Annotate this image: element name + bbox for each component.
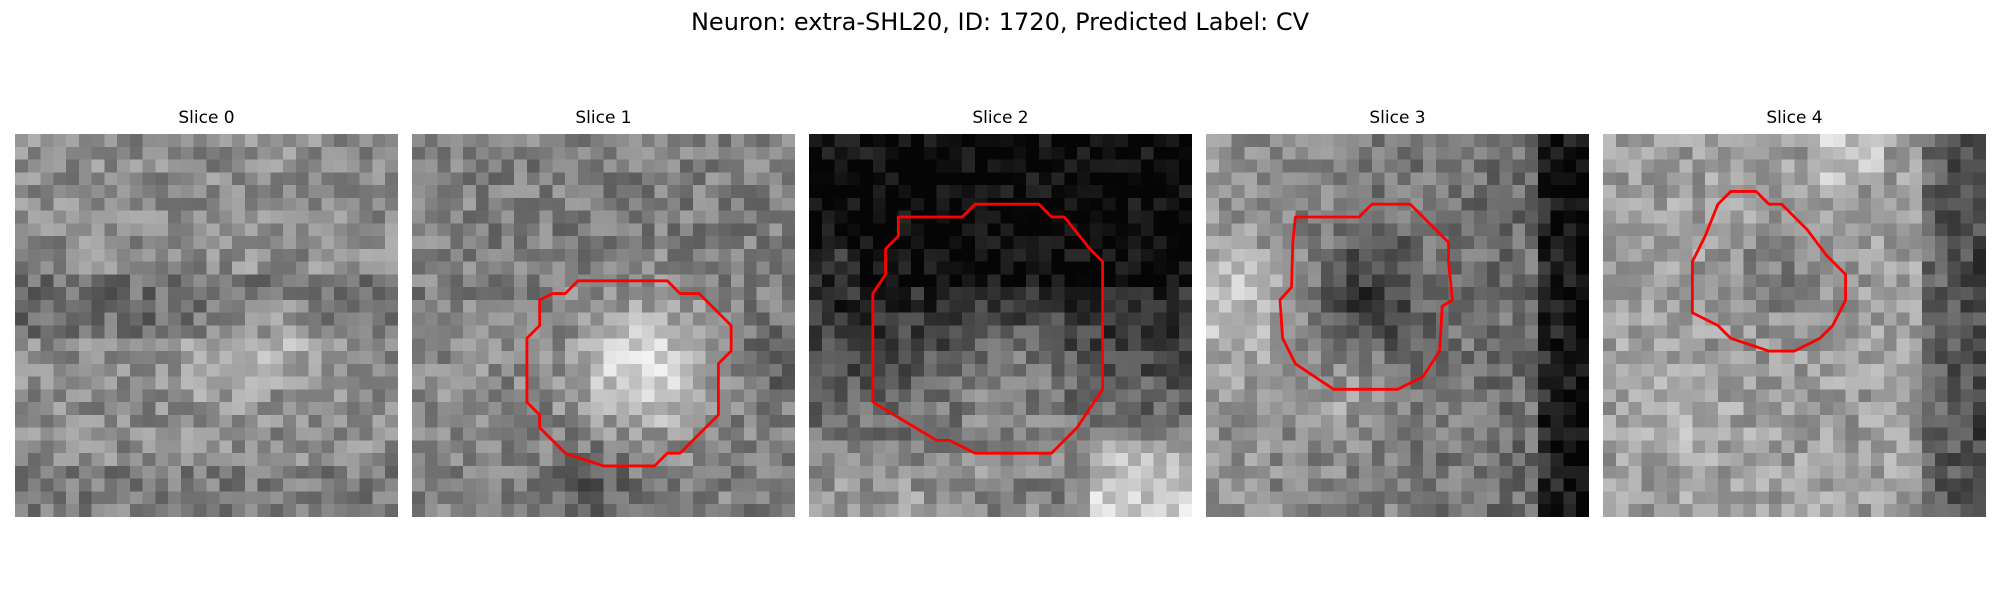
- roi-contour-2: [871, 202, 1105, 455]
- slice-panel-3: Slice 3: [1206, 108, 1589, 517]
- slice-title-4: Slice 4: [1766, 108, 1823, 128]
- slice-panel-1: Slice 1: [412, 108, 795, 517]
- slice-title-2: Slice 2: [972, 108, 1029, 128]
- slice-image-2: [809, 134, 1192, 517]
- slice-image-3: [1206, 134, 1589, 517]
- slice-image-1: [412, 134, 795, 517]
- slice-panel-0: Slice 0: [15, 108, 398, 517]
- slice-title-3: Slice 3: [1369, 108, 1426, 128]
- slice-image-4: [1603, 134, 1986, 517]
- roi-contour-1: [525, 279, 733, 468]
- slice-panel-4: Slice 4: [1603, 108, 1986, 517]
- slice-title-1: Slice 1: [575, 108, 632, 128]
- figure-title: Neuron: extra-SHL20, ID: 1720, Predicted…: [690, 8, 1310, 36]
- slice-panel-2: Slice 2: [809, 108, 1192, 517]
- slice-image-0: [15, 134, 398, 517]
- roi-contour-3: [1278, 202, 1454, 391]
- slice-title-0: Slice 0: [178, 108, 235, 128]
- roi-contour-4: [1690, 190, 1847, 353]
